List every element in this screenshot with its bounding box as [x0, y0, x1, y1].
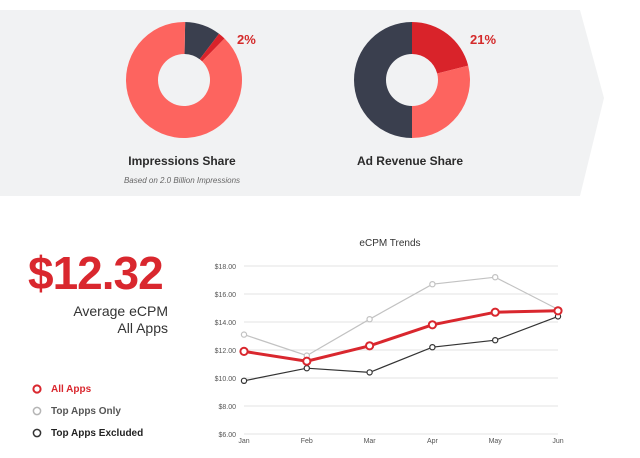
legend-marker-icon [32, 428, 42, 438]
data-point-all-apps [427, 320, 437, 330]
legend-marker-icon [32, 406, 42, 416]
legend-item-top-apps-only: Top Apps Only [32, 400, 143, 422]
series-line-top-apps-only [243, 276, 559, 357]
ad-revenue-share-title: Ad Revenue Share [356, 154, 464, 168]
data-point-all-apps [365, 341, 375, 351]
y-tick-label: $10.00 [215, 376, 237, 383]
data-point-top-apps-excluded [240, 377, 248, 384]
y-tick-label: $6.00 [218, 432, 236, 439]
average-ecpm-label: Average eCPM All Apps [73, 303, 168, 337]
series-line-all-apps [243, 309, 559, 363]
slice-other [412, 65, 470, 138]
legend-item-all-apps: All Apps [32, 378, 143, 400]
ad-revenue-share-percent: 21% [470, 32, 497, 47]
slice-remainder [354, 22, 412, 138]
data-point-top-apps-excluded [303, 364, 311, 372]
data-point-top-apps-only [429, 281, 436, 288]
average-ecpm-label-line1: Average eCPM [73, 303, 168, 319]
x-tick-label: Mar [364, 438, 377, 445]
impressions-share-donut [126, 22, 242, 139]
impressions-share-title: Impressions Share [128, 154, 236, 168]
slice-top-apps-excluded [126, 22, 242, 139]
banner-background [0, 10, 604, 196]
slice-highlight [412, 22, 469, 74]
series-line-top-apps-excluded [243, 315, 559, 382]
x-tick-label: May [489, 438, 503, 445]
ad-revenue-share-donut [354, 22, 470, 138]
average-ecpm-value: $12.32 [28, 247, 164, 299]
x-tick-label: Jan [238, 438, 249, 445]
impressions-share-percent: 2% [237, 32, 256, 47]
legend-label: Top Apps Excluded [51, 427, 144, 439]
slice-highlight [199, 33, 225, 62]
data-point-all-apps [302, 356, 312, 366]
data-point-top-apps-excluded [429, 343, 436, 351]
legend-label: All Apps [51, 383, 92, 395]
impressions-share-subtitle: Based on 2.0 Billion Impressions [123, 176, 241, 185]
y-tick-label: $14.00 [215, 320, 237, 327]
x-tick-label: Feb [301, 438, 313, 445]
y-tick-label: $8.00 [218, 404, 236, 411]
chart-legend: All Apps Top Apps Only Top Apps Excluded [32, 378, 143, 444]
chart-title: eCPM Trends [359, 238, 421, 249]
data-point-top-apps-excluded [492, 336, 499, 344]
data-point-all-apps [553, 306, 563, 316]
ecpm-trends-chart: $6.00 $8.00 $10.00 $12.00 $14.00 $16.00 $18.00… [215, 264, 564, 445]
legend-label: Top Apps Only [51, 405, 121, 417]
x-tick-label: Jun [552, 438, 563, 445]
data-point-all-apps [239, 346, 249, 357]
slice-top-apps-only [184, 22, 220, 60]
y-tick-label: $18.00 [215, 264, 237, 271]
x-tick-label: Apr [427, 438, 439, 445]
data-point-top-apps-only [366, 315, 373, 323]
y-tick-label: $12.00 [215, 348, 237, 355]
legend-item-top-apps-excluded: Top Apps Excluded [32, 422, 143, 444]
data-point-top-apps-only [492, 274, 499, 281]
legend-marker-icon [32, 384, 42, 394]
data-point-all-apps [490, 307, 500, 317]
average-ecpm-label-line2: All Apps [117, 320, 168, 336]
data-point-top-apps-excluded [366, 369, 373, 376]
y-tick-label: $16.00 [215, 292, 237, 299]
data-point-top-apps-only [240, 331, 248, 338]
